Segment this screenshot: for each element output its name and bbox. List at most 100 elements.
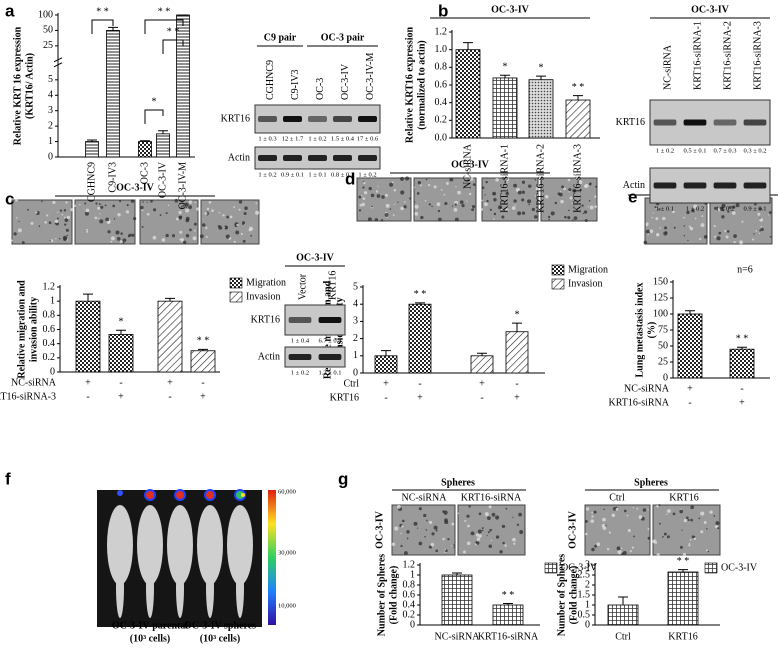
micrograph-speck [56, 217, 59, 220]
micrograph-speck [468, 505, 471, 508]
legend-label: Invasion [568, 278, 602, 289]
micrograph-speck [443, 510, 448, 515]
micrograph-speck [651, 216, 653, 219]
micrograph-speck [153, 208, 157, 212]
micrograph-speck [588, 182, 592, 186]
micrograph-speck [374, 218, 379, 222]
micrograph-speck [662, 536, 664, 538]
micrograph-speck [188, 205, 192, 210]
micrograph-speck [501, 524, 506, 529]
micrograph-speck [682, 552, 687, 557]
error-bar [140, 140, 150, 142]
micrograph-speck [233, 206, 236, 209]
micrograph-speck [654, 206, 657, 209]
micrograph-speck [694, 217, 697, 220]
micrograph-speck [513, 199, 517, 203]
micrograph-speck [98, 217, 100, 220]
row-mark: + [687, 383, 693, 394]
micrograph-speck [512, 537, 516, 542]
micrograph-speck [381, 195, 385, 199]
micrograph-speck [49, 239, 51, 242]
row-label: KRT16-siRNA [608, 397, 669, 408]
micrograph-speck [713, 515, 716, 517]
bracket-label: * * [158, 6, 171, 17]
micrograph-speck [632, 507, 634, 509]
micrograph-speck [564, 215, 567, 219]
micrograph-speck [550, 211, 555, 216]
micrograph-speck [642, 508, 647, 512]
micrograph-speck [185, 218, 190, 223]
blot-quant: 0.9 ± 0.1 [281, 171, 304, 178]
micrograph-speck [420, 184, 423, 187]
micrograph-speck [35, 211, 38, 214]
x-tick-label: KRT16-siRNA [478, 631, 539, 642]
micrograph-speck [73, 204, 77, 207]
blot-quant: 0.9 ± 0.1 [743, 205, 766, 212]
micrograph-speck [495, 515, 500, 520]
micrograph-speck [462, 550, 467, 554]
image-label: NC-siRNA [401, 492, 447, 503]
micrograph-speck [754, 202, 757, 206]
micrograph-speck [152, 235, 157, 240]
micrograph-speck [518, 512, 522, 517]
micrograph-speck [403, 201, 406, 203]
blot-band [318, 317, 342, 323]
micrograph-speck [672, 210, 675, 214]
bar [492, 77, 518, 139]
micrograph-speck [447, 538, 450, 541]
micrograph-speck [699, 237, 702, 241]
micrograph-speck [208, 201, 212, 204]
micrograph-speck [733, 234, 737, 238]
y-tick-label: 0.6 [43, 324, 56, 335]
note: n=6 [737, 264, 753, 275]
x-tick-label: OC-3-IV [157, 161, 168, 198]
lane-label: OC-3-IV [340, 63, 351, 100]
micrograph-speck [467, 524, 470, 528]
lane-label: KRT16 [327, 271, 338, 300]
y-tick-label: 0.5 [578, 609, 591, 620]
y-tick-label: 150 [653, 276, 668, 287]
micrograph-speck [450, 545, 453, 547]
blot-band [333, 116, 352, 122]
micrograph-speck [693, 537, 697, 540]
micrograph-speck [665, 513, 668, 515]
micrograph-speck [582, 212, 585, 215]
micrograph-speck [751, 238, 755, 241]
error-bar [158, 130, 168, 134]
micrograph-speck [57, 211, 59, 213]
error-bar [477, 352, 487, 356]
micrograph-speck [15, 198, 19, 202]
micrograph-speck [424, 535, 426, 538]
micrograph [74, 199, 136, 245]
micrograph-speck [400, 532, 402, 535]
micrograph-speck [413, 521, 418, 526]
y-tick-label: 100 [653, 308, 668, 319]
micrograph-speck [225, 234, 230, 239]
error-bar [503, 603, 513, 605]
bracket [162, 39, 184, 54]
y-tick-label: 1 [48, 136, 53, 147]
micrograph-speck [141, 209, 144, 212]
micrograph-speck [733, 240, 736, 244]
micrograph-speck [418, 507, 422, 511]
micrograph-speck [363, 191, 368, 195]
micrograph-speck [146, 201, 148, 203]
panel-letter: c [5, 189, 14, 208]
error-bar [737, 346, 747, 350]
micrograph-speck [425, 178, 428, 181]
micrograph-speck [435, 549, 439, 553]
micrograph-speck [459, 200, 464, 204]
micrograph-speck [140, 205, 144, 210]
y-axis-label: Lung metastasis index [634, 282, 645, 377]
micrograph-speck [521, 190, 525, 194]
micrograph-speck [533, 215, 538, 219]
blot-quant: 6.7 ± 0.8 [318, 337, 341, 344]
micrograph-speck [760, 227, 764, 232]
micrograph-speck [514, 204, 517, 206]
row-mark: + [739, 397, 745, 408]
micrograph-speck [703, 234, 708, 239]
micrograph-speck [405, 176, 410, 181]
micrograph-speck [457, 190, 461, 195]
micrograph-speck [467, 179, 470, 182]
micrograph-speck [487, 516, 491, 521]
